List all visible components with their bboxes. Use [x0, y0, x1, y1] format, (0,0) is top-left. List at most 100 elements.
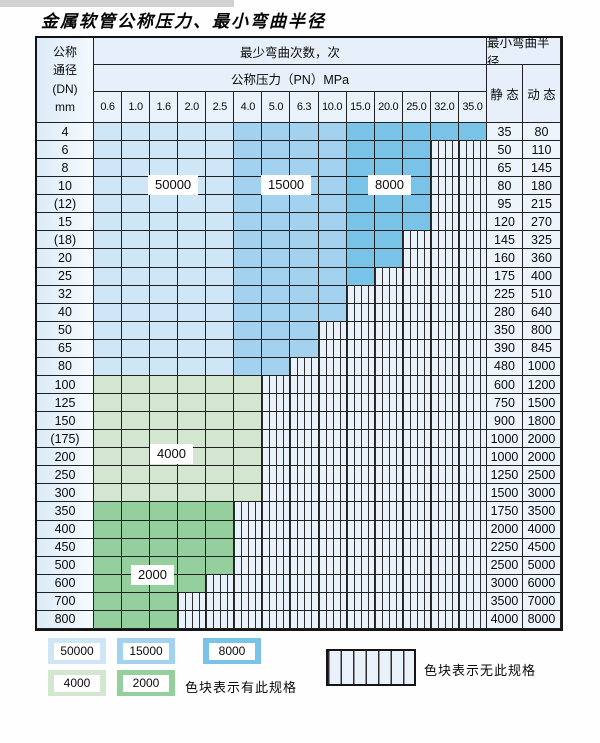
no-spec-cell	[290, 375, 319, 395]
spec-cell	[206, 303, 235, 322]
spec-cell	[178, 520, 207, 539]
no-spec-cell	[290, 538, 319, 557]
static-radius-value: 50	[486, 141, 523, 160]
spec-cell	[206, 339, 235, 358]
no-spec-cell	[262, 448, 291, 467]
spec-cell	[234, 321, 263, 340]
spec-cell	[374, 249, 403, 268]
spec-cell	[122, 484, 151, 503]
no-spec-cell	[458, 448, 487, 467]
no-spec-cell	[402, 231, 431, 250]
dynamic-radius-value: 215	[522, 195, 561, 214]
spec-cell	[234, 285, 263, 304]
no-spec-cell	[374, 502, 403, 521]
no-spec-cell	[346, 339, 375, 358]
spec-cell	[94, 303, 123, 322]
no-spec-cell	[402, 430, 431, 449]
spec-cell	[346, 231, 375, 250]
spec-cell	[318, 213, 347, 232]
dn-label: 65	[37, 339, 94, 358]
spec-cell	[178, 123, 207, 142]
spec-cell	[206, 195, 235, 214]
no-spec-cell	[290, 394, 319, 413]
spec-cell	[290, 339, 319, 358]
spec-cell	[122, 466, 151, 485]
no-spec-cell	[318, 520, 347, 539]
spec-cell	[234, 303, 263, 322]
spec-cell	[178, 339, 207, 358]
no-spec-cell	[318, 357, 347, 376]
no-spec-cell	[290, 430, 319, 449]
spec-cell	[318, 285, 347, 304]
dynamic-radius-value: 110	[522, 141, 561, 160]
no-spec-cell	[234, 610, 263, 629]
no-spec-cell	[374, 448, 403, 467]
no-spec-cell	[178, 592, 207, 611]
spec-cell	[150, 231, 179, 250]
no-spec-cell	[262, 574, 291, 593]
pressure-tick: 10.0	[318, 92, 347, 123]
no-spec-cell	[402, 502, 431, 521]
cycles-header: 最少弯曲次数，次	[94, 38, 487, 65]
legend-swatch-8000: 8000	[203, 638, 261, 664]
no-spec-cell	[430, 448, 459, 467]
no-spec-cell	[346, 303, 375, 322]
no-spec-cell	[290, 484, 319, 503]
spec-cell	[122, 430, 151, 449]
static-radius-value: 2000	[486, 520, 523, 539]
no-spec-cell	[206, 574, 235, 593]
spec-cell	[346, 267, 375, 286]
static-radius-value: 65	[486, 159, 523, 178]
dn-label: 10	[37, 177, 94, 196]
legend-has-spec-text: 色块表示有此规格	[185, 680, 298, 695]
no-spec-cell	[290, 412, 319, 431]
page-title: 金属软管公称压力、最小弯曲半径	[41, 12, 326, 32]
static-radius-value: 35	[486, 123, 523, 142]
spec-cell	[290, 123, 319, 142]
spec-cell	[206, 177, 235, 196]
spec-cell	[430, 123, 459, 142]
dynamic-radius-value: 7000	[522, 592, 561, 611]
spec-cell	[262, 231, 291, 250]
spec-cell	[290, 267, 319, 286]
no-spec-cell	[290, 502, 319, 521]
no-spec-cell	[374, 538, 403, 557]
no-spec-cell	[262, 538, 291, 557]
spec-cell	[94, 466, 123, 485]
spec-cell	[150, 213, 179, 232]
no-spec-cell	[346, 520, 375, 539]
dynamic-radius-value: 145	[522, 159, 561, 178]
no-spec-cell	[374, 267, 403, 286]
no-spec-cell	[430, 195, 459, 214]
dn-label: 50	[37, 321, 94, 340]
no-spec-cell	[402, 357, 431, 376]
spec-cell	[150, 249, 179, 268]
static-radius-value: 1000	[486, 448, 523, 467]
spec-cell	[122, 267, 151, 286]
spec-cell	[206, 249, 235, 268]
dynamic-radius-value: 510	[522, 285, 561, 304]
no-spec-cell	[346, 285, 375, 304]
no-spec-cell	[262, 466, 291, 485]
dn-label: 40	[37, 303, 94, 322]
spec-cell	[122, 141, 151, 160]
no-spec-cell	[430, 375, 459, 395]
no-spec-cell	[318, 502, 347, 521]
no-spec-cell	[234, 538, 263, 557]
no-spec-cell	[374, 394, 403, 413]
spec-cell	[234, 267, 263, 286]
no-spec-cell	[234, 592, 263, 611]
no-spec-cell	[458, 430, 487, 449]
no-spec-cell	[318, 484, 347, 503]
no-spec-cell	[402, 267, 431, 286]
spec-table: 公称 通径 (DN) mm 最少弯曲次数，次 最小弯曲半径 公称压力（PN）MPa 静 态动 …	[35, 36, 563, 631]
no-spec-cell	[458, 394, 487, 413]
no-spec-cell	[402, 321, 431, 340]
spec-cell	[122, 357, 151, 376]
spec-cell	[206, 321, 235, 340]
spec-cell	[262, 321, 291, 340]
static-radius-value: 390	[486, 339, 523, 358]
cycle-count-label: 4000	[150, 444, 193, 464]
no-spec-cell	[458, 249, 487, 268]
